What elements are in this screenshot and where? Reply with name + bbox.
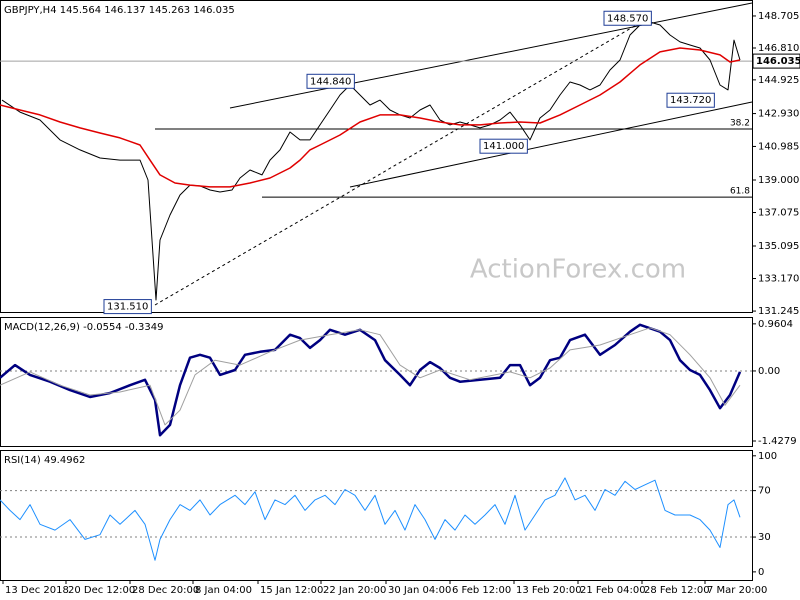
y-tick-label: 144.925 [758, 75, 799, 86]
x-tick-label: 13 Feb 20:00 [516, 585, 582, 596]
annotation-box [479, 138, 528, 154]
annotation-box [666, 92, 715, 108]
y-tick-label: 0.9604 [758, 319, 793, 330]
price-annotation: 131.510 [107, 302, 148, 313]
y-tick-label: 131.245 [758, 306, 799, 317]
y-tick-label: 140.985 [758, 141, 799, 152]
fib-label: 61.8 [730, 187, 750, 197]
y-tick-label: 30 [758, 532, 771, 543]
x-tick-label: 7 Mar 20:00 [707, 585, 767, 596]
trend-line [154, 19, 646, 306]
annotation-box [603, 10, 652, 26]
x-tick-label: 13 Dec 2018 [5, 585, 69, 596]
y-tick-label: 139.000 [758, 175, 799, 186]
x-tick-label: 15 Jan 12:00 [260, 585, 323, 596]
y-tick-label: -1.4279 [758, 436, 797, 447]
price-annotation: 144.840 [310, 76, 351, 87]
panel-title: GBPJPY,H4 145.564 146.137 145.263 146.03… [4, 5, 235, 16]
y-tick-label: 133.170 [758, 274, 799, 285]
channel-lower [349, 101, 753, 188]
x-tick-label: 8 Jan 04:00 [195, 585, 252, 596]
y-tick-label: 142.930 [758, 109, 799, 120]
x-tick-label: 6 Feb 12:00 [452, 585, 511, 596]
fib-label: 38.2 [730, 118, 750, 128]
price-annotation: 143.720 [670, 95, 711, 106]
y-tick-label: 137.075 [758, 208, 799, 219]
x-tick-label: 28 Dec 20:00 [132, 585, 199, 596]
series-line [0, 47, 741, 188]
series-line [0, 323, 742, 437]
x-tick-label: 22 Jan 20:00 [323, 585, 386, 596]
panel-frame [0, 317, 753, 447]
y-tick-label: 146.810 [758, 43, 799, 54]
x-tick-label: 20 Dec 12:00 [68, 585, 135, 596]
series-line [0, 327, 741, 426]
panel-title: RSI(14) 49.4962 [4, 455, 85, 466]
x-tick-label: 28 Feb 12:00 [644, 585, 710, 596]
y-tick-label: 148.705 [758, 11, 799, 22]
y-tick-label: 100 [758, 451, 777, 462]
y-tick-label: 0 [758, 567, 764, 578]
x-tick-label: 30 Jan 04:00 [388, 585, 451, 596]
price-annotation: 141.000 [483, 141, 524, 152]
last-price-label: 146.035 [756, 56, 800, 67]
channel-upper [229, 2, 753, 109]
annotation-box [103, 299, 152, 315]
price-annotation: 148.570 [607, 13, 648, 24]
x-tick-label: 21 Feb 04:00 [580, 585, 646, 596]
y-tick-label: 70 [758, 486, 771, 497]
watermark: ActionForex.com [470, 255, 686, 285]
panel-title: MACD(12,26,9) -0.0554 -0.3349 [4, 322, 164, 333]
y-tick-label: 135.095 [758, 241, 799, 252]
panel-frame [0, 450, 753, 581]
series-line [0, 477, 741, 561]
last-price-box [752, 53, 800, 69]
series-line [1, 21, 741, 301]
panel-frame [0, 0, 753, 313]
y-tick-label: 0.00 [758, 366, 780, 377]
annotation-box [306, 73, 355, 89]
